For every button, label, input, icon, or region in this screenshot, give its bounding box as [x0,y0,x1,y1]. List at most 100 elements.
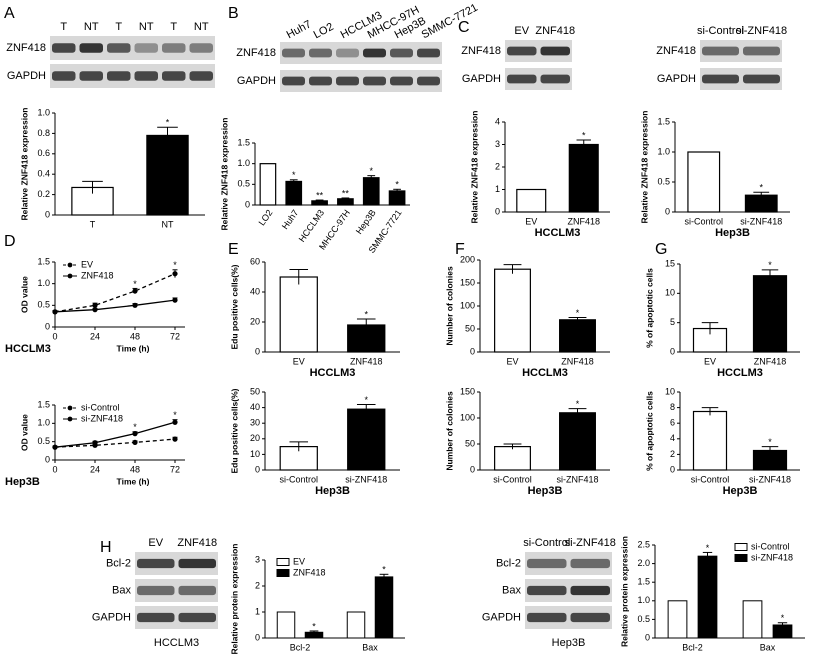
blot-band [134,71,158,81]
cell-line-caption: HCCLM3 [535,227,581,239]
y-tick-label: 0.5 [37,300,50,310]
legend-swatch [276,569,290,577]
y-axis-label: Edu positive cells(%) [229,264,239,349]
y-tick-label: 100 [460,412,475,422]
y-axis-label: Number of colonies [444,266,454,346]
row-label: ZNF418 [656,45,696,57]
y-tick-label: 10 [665,288,675,298]
y-tick-label: 0 [670,346,675,356]
cell-line-caption: HCCLM3 [522,367,568,379]
x-tick-label: Huh7 [280,208,301,231]
y-tick-label: 0.2 [37,189,50,199]
significance-mark: * [576,399,580,409]
point [52,444,58,450]
point [132,431,138,437]
blot-band [178,612,216,623]
cell-line-caption: Hep3B [5,476,40,488]
significance-mark: * [133,422,137,432]
y-axis-label: Number of colonies [444,391,454,471]
significance-mark: * [133,279,137,289]
blot-band [417,76,440,86]
panel-letter: B [228,5,239,22]
panel-letter: A [4,5,15,22]
bar [559,412,596,471]
legend-marker [67,405,73,411]
x-tick-label: si-ZNF418 [740,216,782,226]
y-tick-label: 2 [670,449,675,459]
bar [374,576,394,639]
x-tick-label: Bcl-2 [682,642,703,652]
blot-band [336,48,359,58]
blot-band [137,585,175,596]
point [172,419,178,425]
y-tick-label: 0 [665,206,670,216]
bar [388,190,406,206]
y-tick-label: 1.0 [37,107,50,117]
blot-band [527,585,567,596]
blot-band [390,48,413,58]
y-tick-label: 60 [250,256,260,266]
bar [692,410,728,471]
bar [285,180,303,206]
blot-strip [700,40,782,62]
legend-swatch [734,543,748,551]
cell-line-caption: HCCLM3 [310,367,356,379]
y-tick-label: 0 [495,206,500,216]
x-tick-label: Hep3B [354,208,378,236]
blot-band [189,71,213,81]
y-axis-label: OD value [19,276,29,313]
row-label: GAPDH [237,75,276,87]
blot-strip [505,68,572,90]
y-tick-label: 50 [465,438,475,448]
y-tick-label: 0 [255,632,260,642]
bar [279,276,318,353]
bar [494,446,531,471]
lane-label: si-ZNF418 [736,25,787,37]
lane-label: Huh7 [285,18,314,41]
significance-mark: * [382,565,386,575]
cell-line-caption: Hep3B [715,227,750,239]
legend-marker [67,262,73,268]
row-label: Bcl-2 [106,557,131,569]
y-tick-label: 15 [665,258,675,268]
y-tick-label: 1 [495,184,500,194]
blot-strip [525,579,612,602]
bar [494,268,531,353]
x-tick-label: T [90,219,96,229]
bar [346,611,366,639]
panel-letter: F [455,241,465,258]
y-tick-label: 2 [255,580,260,590]
x-tick-label: EV [293,356,305,366]
panel-letter: C [458,19,470,36]
x-tick-label: Bcl-2 [290,642,311,652]
point [132,439,138,445]
series-line [54,273,176,313]
blot-strip [280,70,442,92]
legend-label: ZNF418 [81,270,114,280]
legend-label: si-ZNF418 [81,413,123,423]
panel-letter: D [4,233,16,250]
blot-strip [700,68,782,90]
blot-band [702,74,739,84]
y-tick-label: 1.0 [37,278,50,288]
lane-label: si-Control [697,25,744,37]
panel-letter: E [228,241,239,258]
x-tick-label: si-Control [691,474,730,484]
significance-mark: ** [316,190,324,200]
panel-letter: H [100,539,112,556]
bar [559,319,596,353]
y-tick-label: 5 [670,317,675,327]
y-tick-label: 20 [250,433,260,443]
series-line [54,438,176,448]
cell-line-caption: Hep3B [723,485,758,497]
blot-strip [525,552,612,575]
lane-label: T [170,21,177,33]
y-tick-label: 0 [645,632,650,642]
x-tick-label: LO2 [257,208,275,228]
y-tick-label: 40 [250,286,260,296]
significance-mark: * [369,166,373,176]
blot-band [282,48,305,58]
lane-label: NT [194,21,209,33]
row-label: ZNF418 [6,42,46,54]
